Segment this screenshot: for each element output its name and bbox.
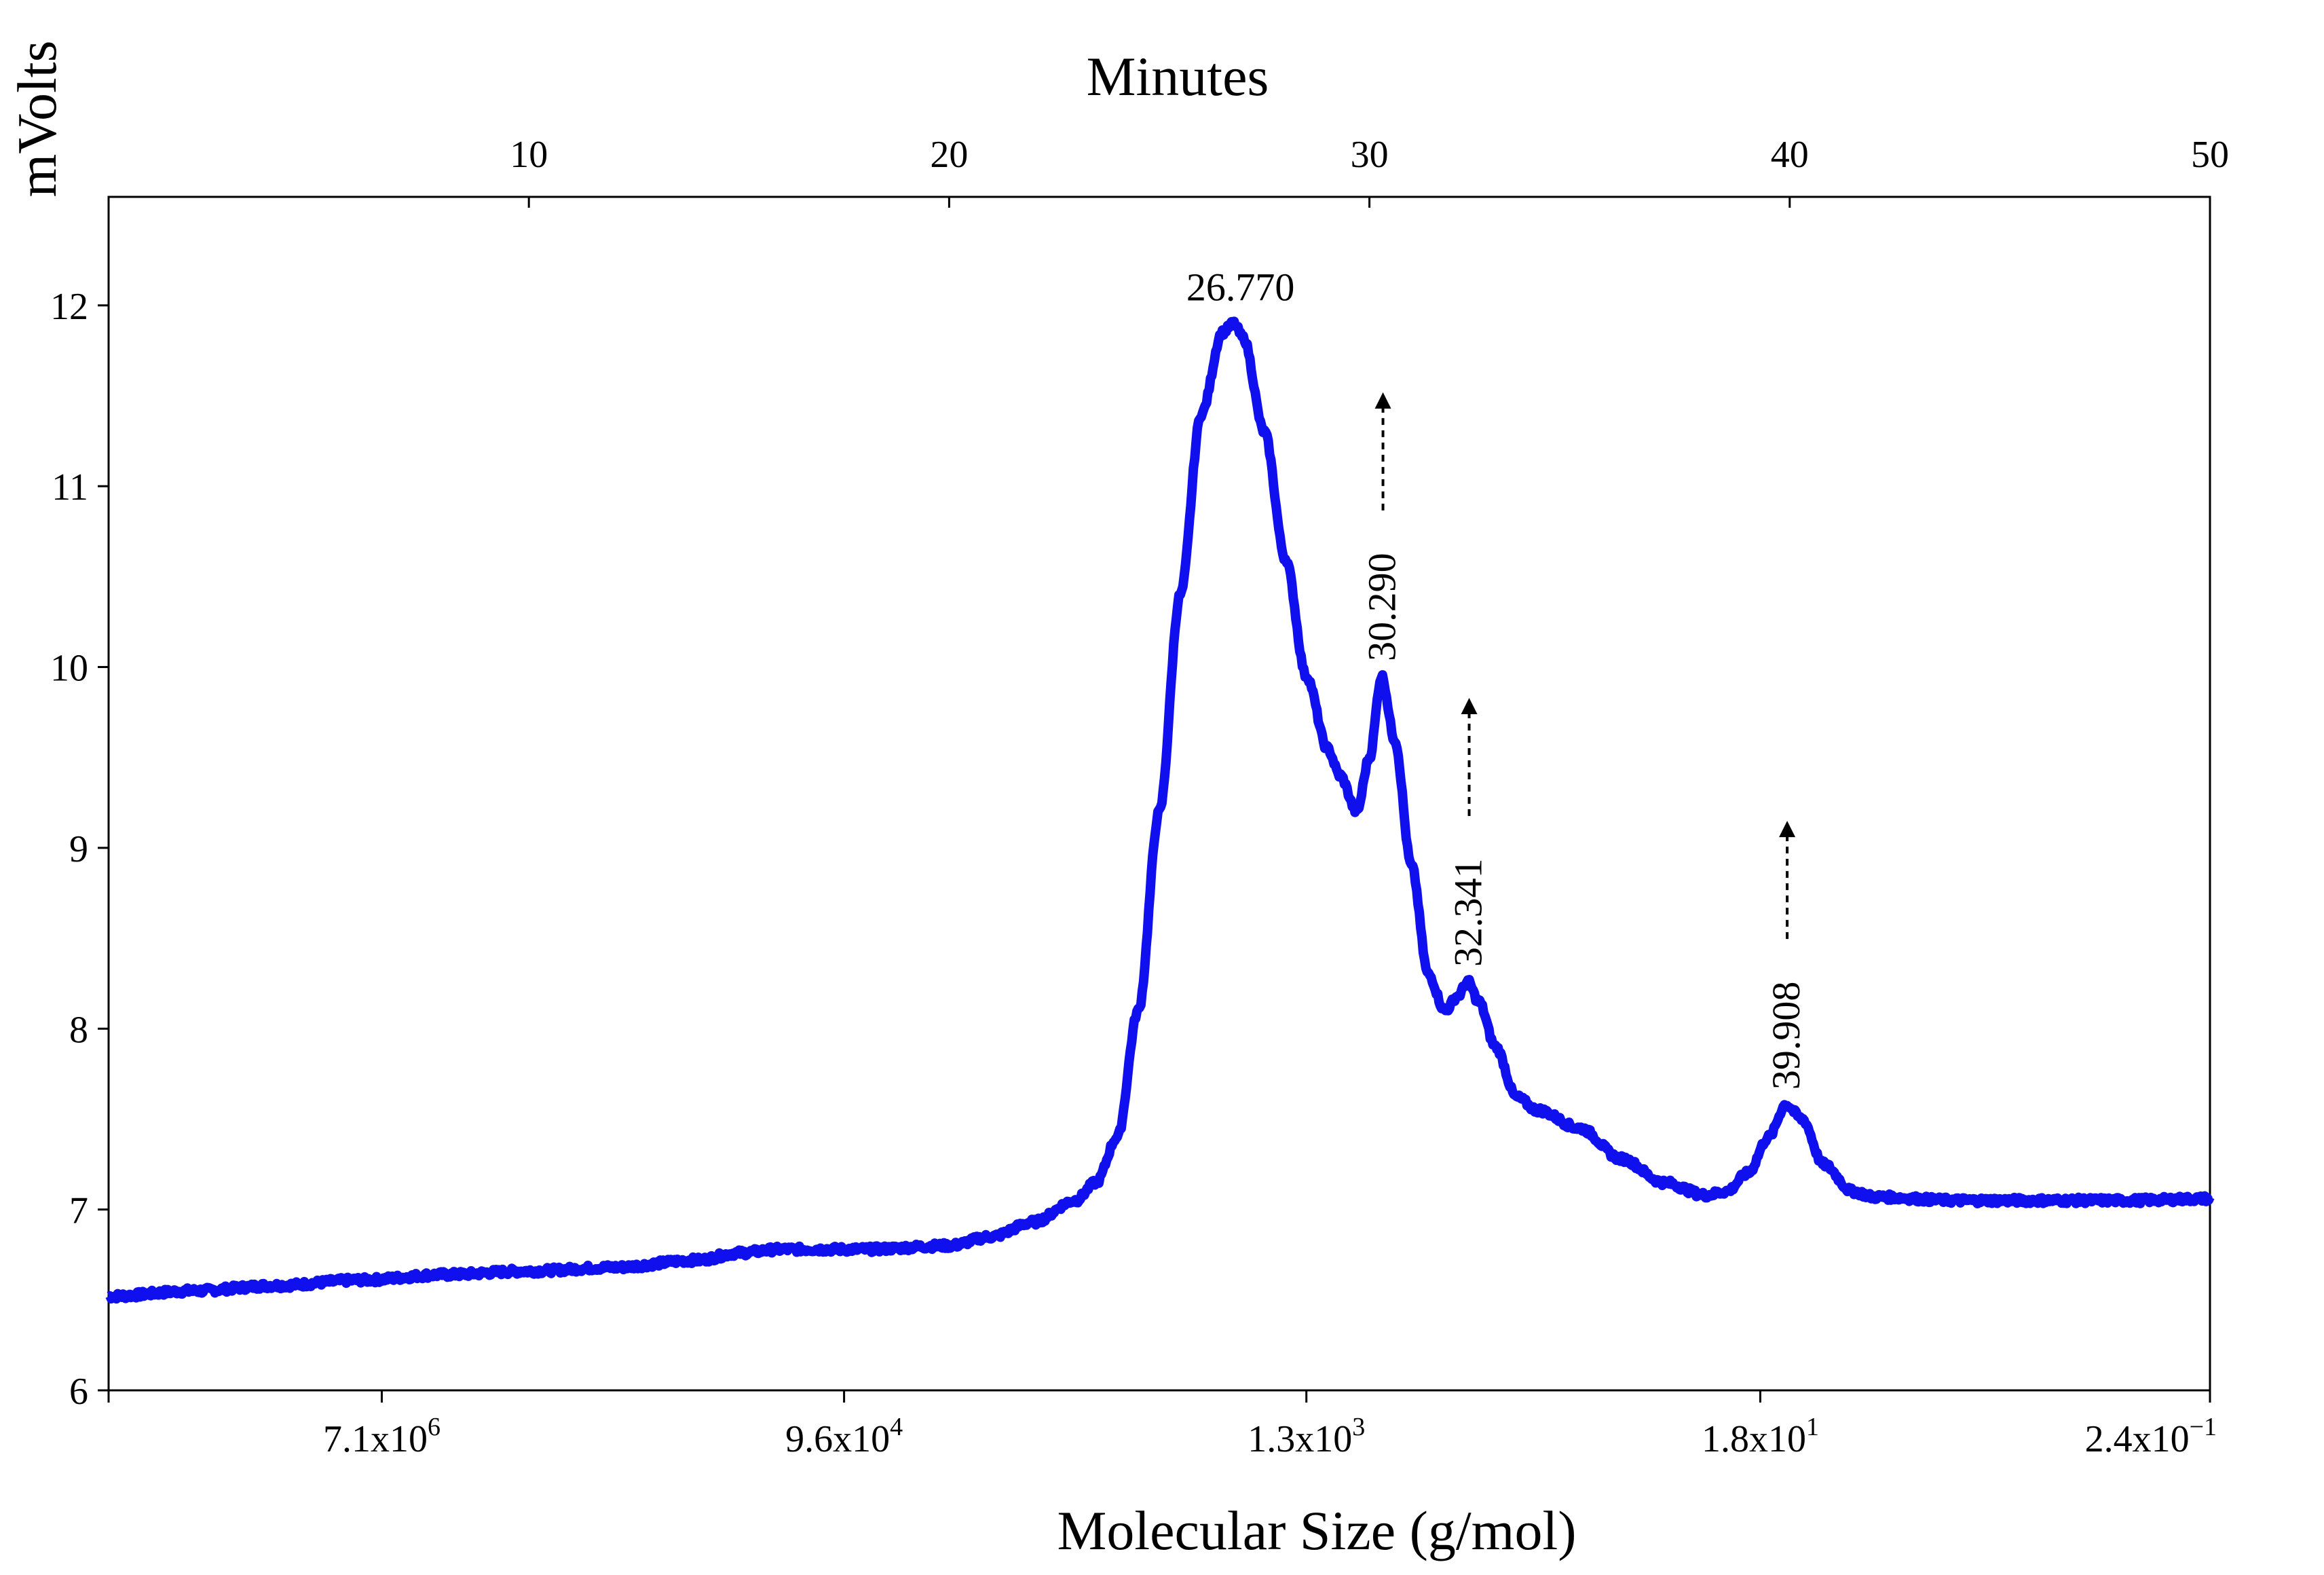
bottom-tick-mantissa: 9.6x10 bbox=[785, 1418, 890, 1460]
bottom-tick-mantissa: 7.1x10 bbox=[323, 1418, 428, 1460]
bottom-tick-label: 1.3x103 bbox=[1248, 1413, 1365, 1460]
y-tick-label: 8 bbox=[69, 1009, 88, 1051]
top-axis-ticks: 10 20 30 40 50 bbox=[510, 134, 2229, 208]
bottom-tick-exponent: 6 bbox=[428, 1413, 441, 1441]
peak-label: 32.341 bbox=[1446, 859, 1491, 967]
top-tick-label: 50 bbox=[2191, 134, 2229, 176]
y-axis-ticks: 6 7 8 9 10 11 12 bbox=[50, 286, 109, 1413]
peak-arrow-head bbox=[1461, 698, 1478, 715]
y-tick-label: 10 bbox=[50, 648, 88, 690]
bottom-tick-label: 9.6x104 bbox=[785, 1413, 903, 1460]
series-line bbox=[105, 316, 2215, 1304]
bottom-tick-label: 7.1x106 bbox=[323, 1413, 441, 1460]
peak-labels: 26.770 30.290 32.341 39.908 bbox=[1186, 265, 1808, 1090]
y-tick-label: 11 bbox=[52, 466, 88, 508]
bottom-tick-label: 2.4x10−1 bbox=[2085, 1413, 2217, 1460]
top-tick-label: 20 bbox=[930, 134, 968, 176]
bottom-tick-exponent: 4 bbox=[890, 1413, 903, 1441]
bottom-tick-mantissa: 1.3x10 bbox=[1248, 1418, 1352, 1460]
top-axis-title: Minutes bbox=[1087, 45, 1269, 107]
peak-arrow-head bbox=[1374, 392, 1391, 409]
y-tick-label: 9 bbox=[69, 828, 88, 870]
y-tick-label: 7 bbox=[69, 1190, 88, 1232]
bottom-tick-mantissa: 1.8x10 bbox=[1702, 1418, 1806, 1460]
top-tick-label: 40 bbox=[1771, 134, 1809, 176]
peak-label: 30.290 bbox=[1360, 553, 1404, 661]
bottom-axis-title: Molecular Size (g/mol) bbox=[1057, 1500, 1576, 1561]
plot-area-frame bbox=[107, 196, 2211, 1392]
peak-arrow-head bbox=[1779, 821, 1796, 838]
bottom-tick-exponent: 1 bbox=[1806, 1413, 1819, 1441]
y-tick-label: 6 bbox=[69, 1371, 88, 1413]
top-tick-label: 30 bbox=[1351, 134, 1389, 176]
y-axis-title: mVolts bbox=[6, 41, 68, 198]
top-tick-label: 10 bbox=[510, 134, 548, 176]
bottom-tick-exponent: 3 bbox=[1352, 1413, 1365, 1441]
bottom-tick-mantissa: 2.4x10 bbox=[2085, 1418, 2190, 1460]
bottom-tick-label: 1.8x101 bbox=[1702, 1413, 1819, 1460]
bottom-tick-exponent: −1 bbox=[2190, 1413, 2217, 1441]
peak-label: 26.770 bbox=[1186, 265, 1295, 309]
series-group bbox=[105, 316, 2215, 1304]
bottom-axis-ticks: 7.1x106 9.6x104 1.3x103 1.8x101 2.4x10−1 bbox=[107, 1390, 2217, 1460]
y-tick-label: 12 bbox=[50, 286, 88, 328]
peak-label: 39.908 bbox=[1764, 982, 1808, 1090]
